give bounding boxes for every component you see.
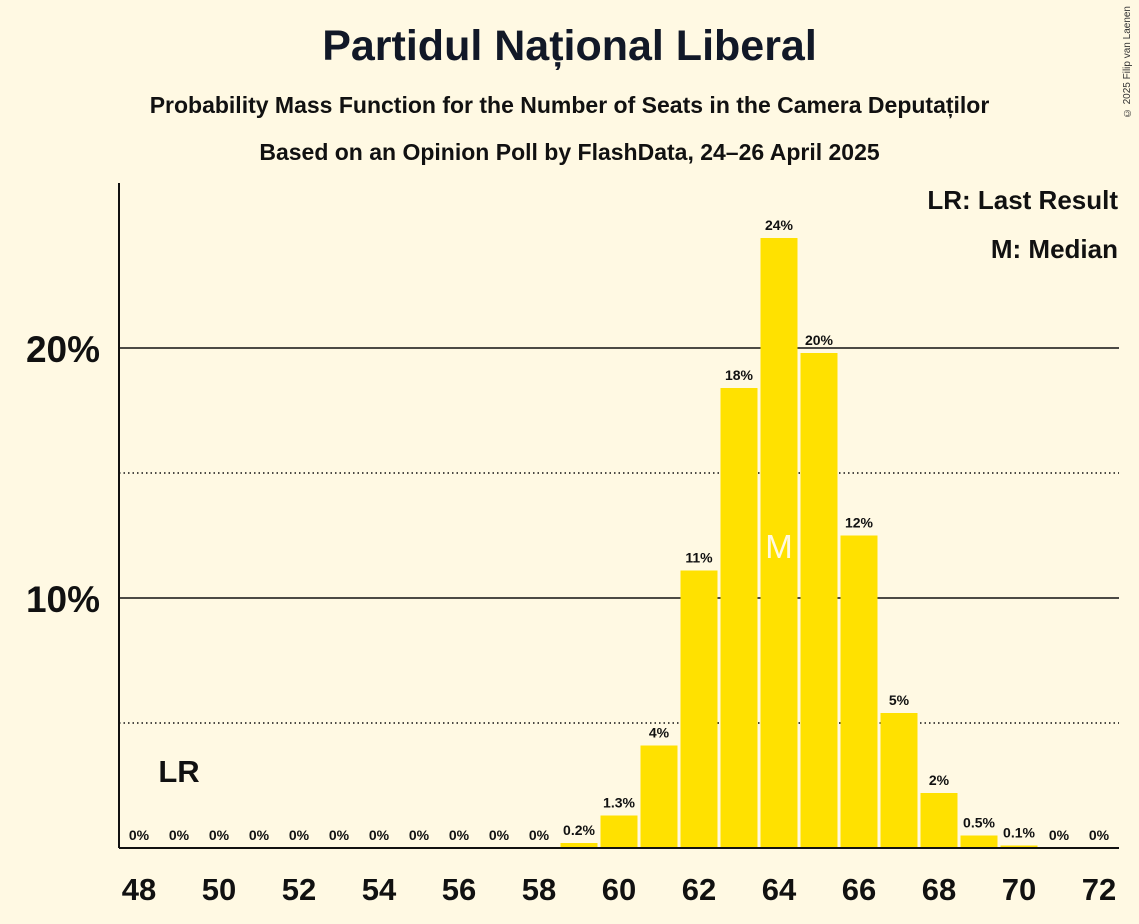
bar-value-label: 0% <box>1049 827 1070 843</box>
bar-value-label: 4% <box>649 725 670 741</box>
chart-source: Based on an Opinion Poll by FlashData, 2… <box>259 139 880 165</box>
x-tick-label: 50 <box>202 872 236 907</box>
x-tick-label: 72 <box>1082 872 1116 907</box>
x-tick-label: 66 <box>842 872 876 907</box>
bar-value-label: 0% <box>369 827 390 843</box>
x-tick-label: 68 <box>922 872 956 907</box>
bar-value-label: 11% <box>685 550 713 566</box>
x-tick-label: 52 <box>282 872 316 907</box>
y-tick-label: 10% <box>26 579 100 620</box>
bar-value-label: 0% <box>449 827 470 843</box>
bar <box>1000 845 1038 848</box>
bar-value-label: 24% <box>765 217 794 233</box>
x-tick-label: 56 <box>442 872 476 907</box>
chart-subtitle: Probability Mass Function for the Number… <box>149 92 990 118</box>
x-tick-label: 60 <box>602 872 636 907</box>
bar <box>800 353 838 848</box>
bar <box>880 713 918 848</box>
bar <box>680 570 718 848</box>
bar-value-label: 0% <box>329 827 350 843</box>
bar-value-label: 5% <box>889 692 910 708</box>
bar-value-label: 0.1% <box>1003 825 1035 841</box>
bar-value-label: 1.3% <box>603 795 635 811</box>
x-tick-label: 64 <box>762 872 797 907</box>
bar-value-label: 2% <box>929 772 950 788</box>
x-tick-label: 48 <box>122 872 156 907</box>
bar <box>560 843 598 848</box>
bar-value-label: 0% <box>129 827 150 843</box>
bar <box>640 745 678 848</box>
legend-median: M: Median <box>990 234 1118 264</box>
bar-value-label: 0% <box>529 827 550 843</box>
bar <box>600 815 638 848</box>
bar-value-label: 0% <box>249 827 270 843</box>
bar <box>760 238 798 848</box>
bar-value-label: 0% <box>409 827 430 843</box>
bar <box>960 835 998 848</box>
bar-value-label: 0.5% <box>963 815 995 831</box>
bar <box>840 535 878 848</box>
x-tick-label: 58 <box>522 872 556 907</box>
bar-value-label: 0% <box>489 827 510 843</box>
legend-last-result: LR: Last Result <box>927 185 1118 215</box>
last-result-marker: LR <box>158 754 199 789</box>
bar-value-label: 0% <box>209 827 230 843</box>
x-tick-label: 62 <box>682 872 716 907</box>
bar <box>720 388 758 848</box>
bar-value-label: 0% <box>289 827 310 843</box>
bar <box>920 793 958 848</box>
bar-value-label: 12% <box>845 515 874 531</box>
median-marker: M <box>765 528 793 565</box>
y-tick-label: 20% <box>26 329 100 370</box>
bar-value-label: 0.2% <box>563 822 595 838</box>
bar-value-label: 20% <box>805 332 834 348</box>
x-tick-label: 70 <box>1002 872 1036 907</box>
chart-title: Partidul Național Liberal <box>322 22 817 70</box>
bar-value-label: 0% <box>169 827 190 843</box>
bar-value-label: 18% <box>725 367 754 383</box>
x-tick-label: 54 <box>362 872 397 907</box>
bar-value-label: 0% <box>1089 827 1110 843</box>
